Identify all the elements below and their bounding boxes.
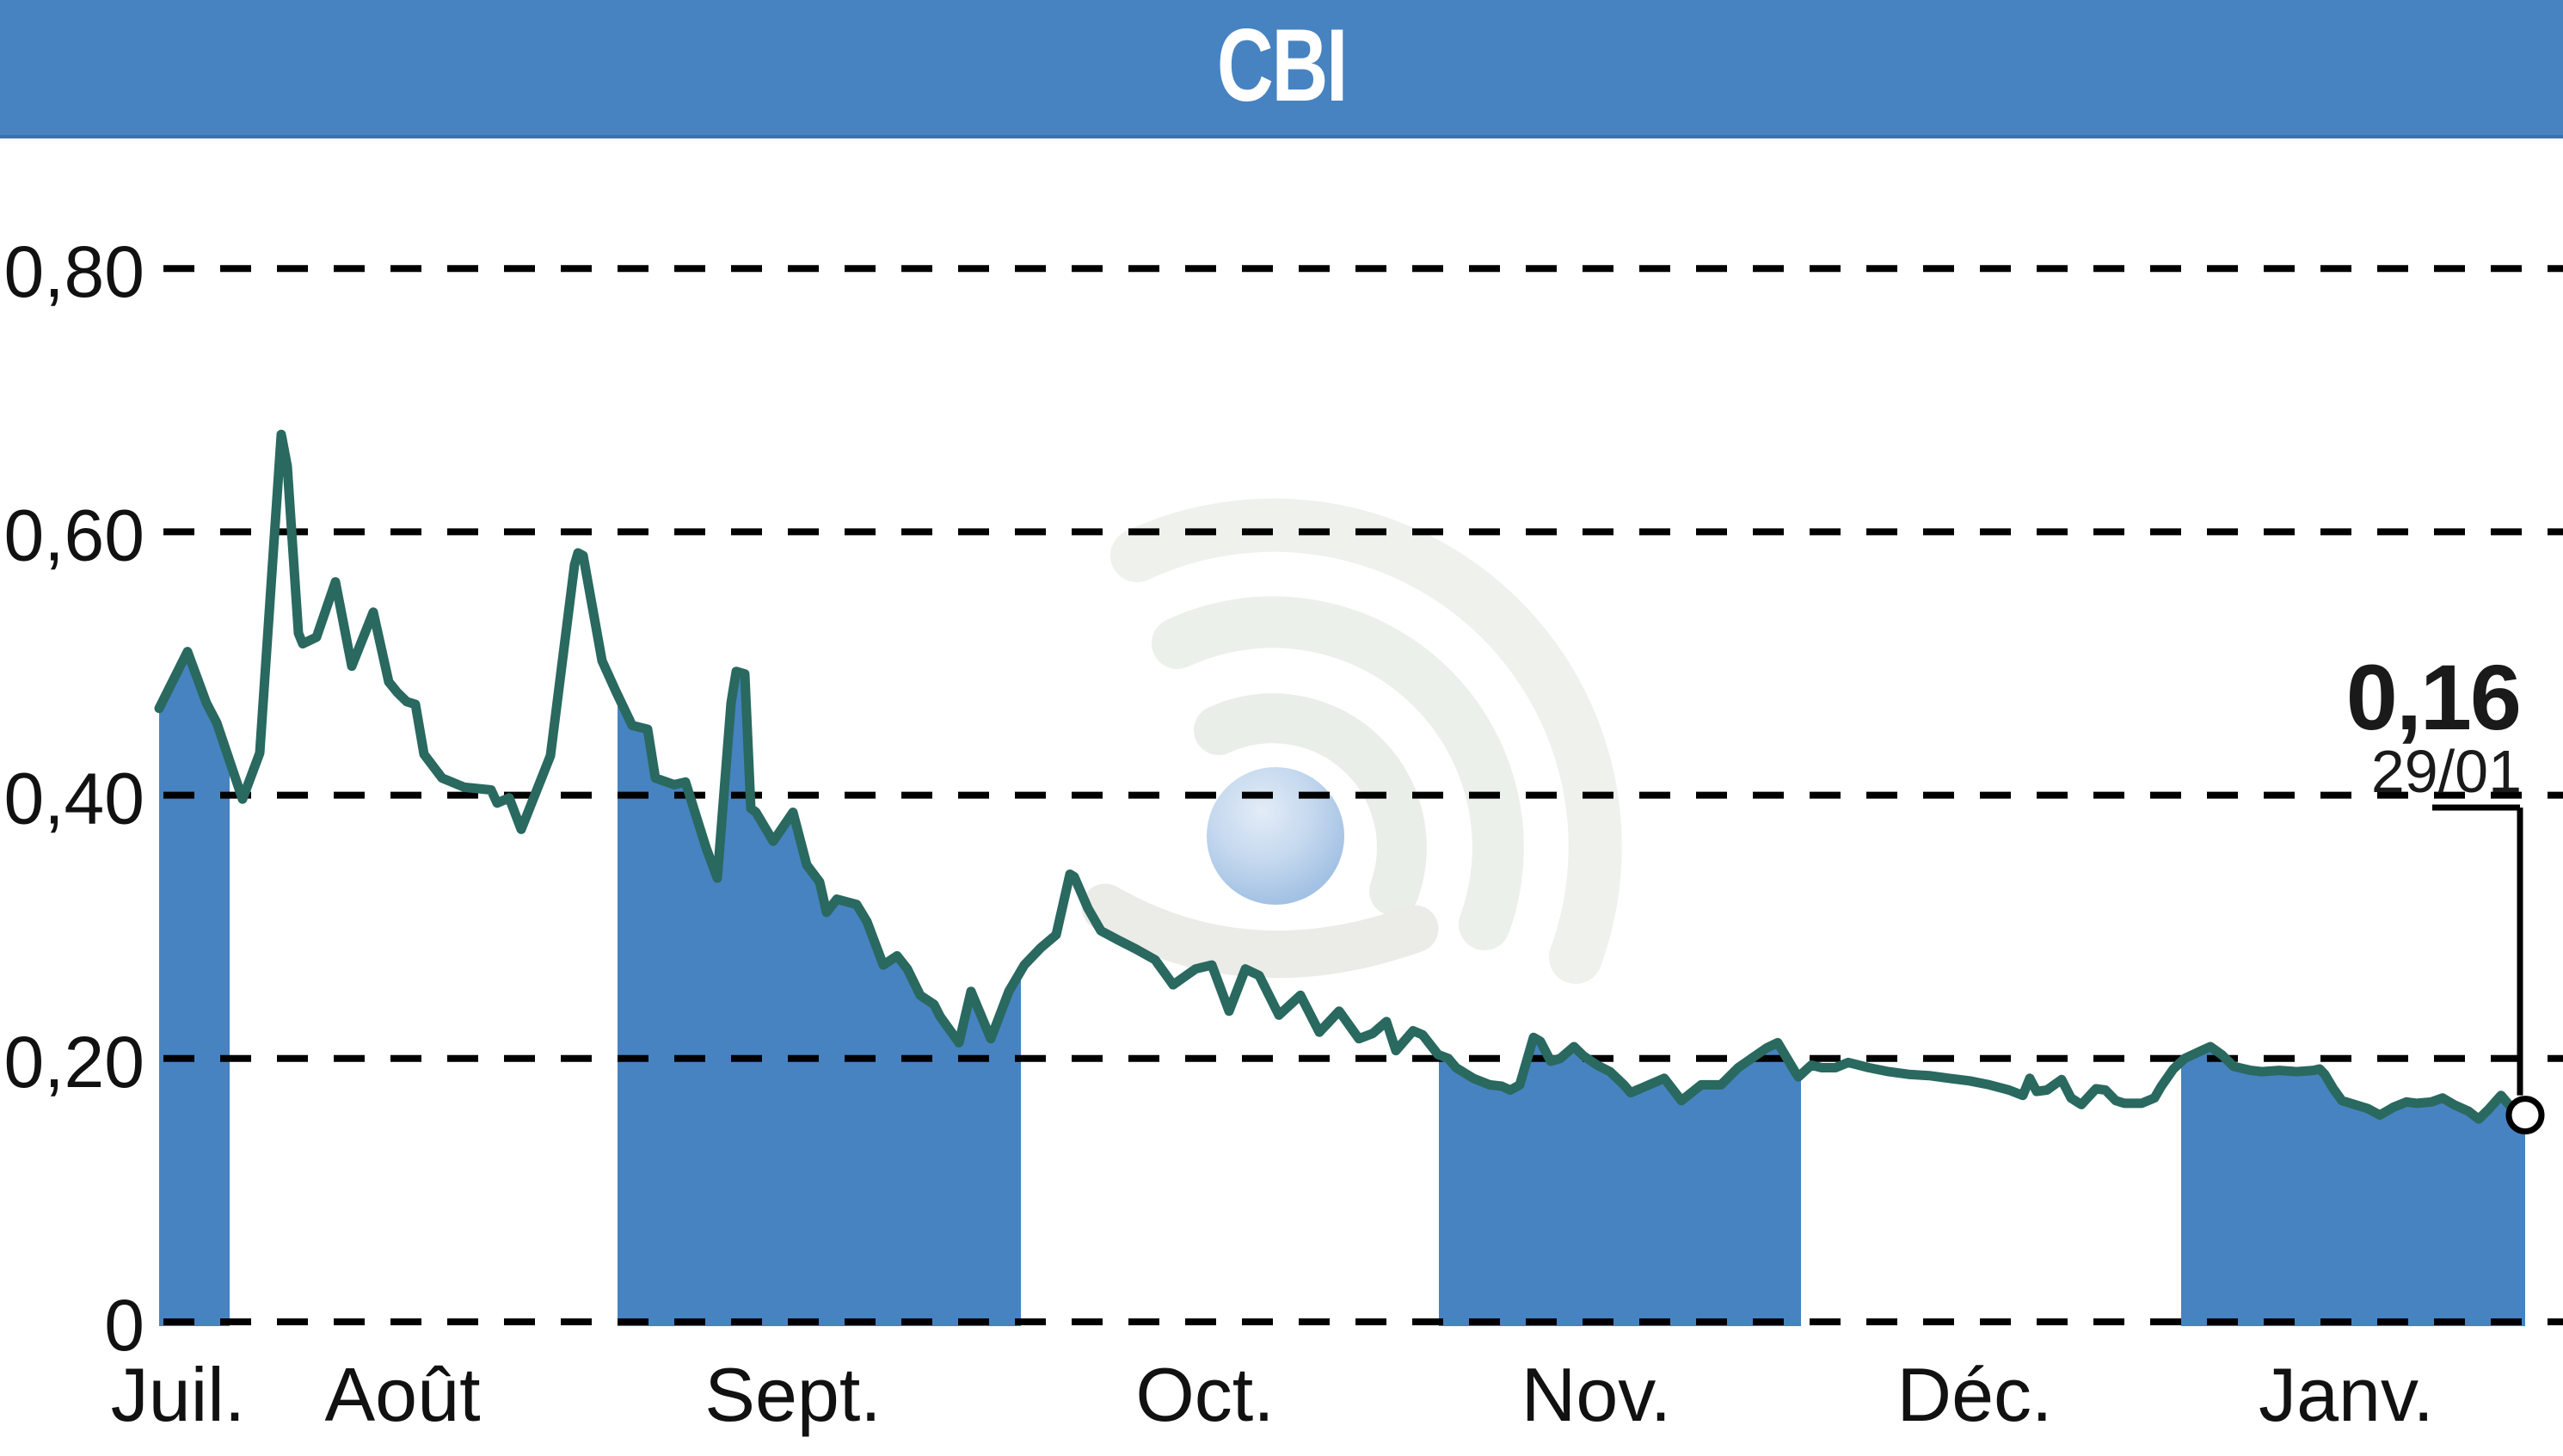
last-date-label: 29/01 xyxy=(2371,738,2522,805)
y-axis-tick-label: 0,20 xyxy=(4,1022,145,1103)
price-line xyxy=(154,429,2530,1124)
page-title: CBI xyxy=(1216,8,1349,123)
month-area-fill xyxy=(618,671,1021,1326)
x-axis-month-label: Août xyxy=(324,1352,480,1437)
y-axis-tick-label: 0,40 xyxy=(4,759,145,839)
x-axis-month-label: Sept. xyxy=(704,1352,881,1437)
last-point-marker xyxy=(2505,1096,2545,1135)
y-axis-tick-label: 0,60 xyxy=(4,495,145,575)
watermark-arc-inner-icon xyxy=(1194,693,1427,916)
month-area-fill xyxy=(1439,1037,1801,1326)
x-axis-month-label: Déc. xyxy=(1897,1352,2053,1437)
area-fills xyxy=(159,651,2525,1326)
title-bar: CBI xyxy=(0,0,2563,138)
watermark-logo xyxy=(1081,498,1622,984)
x-axis-month-label: Juil. xyxy=(111,1352,246,1437)
last-price-label: 0,16 xyxy=(2346,645,2520,749)
price-line-group xyxy=(154,429,2530,1124)
month-area-fill xyxy=(159,651,230,1326)
month-area-fill xyxy=(2181,1047,2525,1326)
watermark-swoosh-icon xyxy=(1081,883,1439,979)
y-axis-tick-label: 0 xyxy=(104,1285,144,1366)
x-axis-month-label: Janv. xyxy=(2259,1352,2434,1437)
x-axis-month-label: Nov. xyxy=(1521,1352,1671,1437)
watermark-arc-outer-icon xyxy=(1110,498,1622,984)
watermark-ball-icon xyxy=(1207,767,1344,905)
watermark-arc-middle-icon xyxy=(1152,596,1524,950)
y-axis-tick-label: 0,80 xyxy=(4,231,145,312)
x-axis-month-label: Oct. xyxy=(1135,1352,1274,1437)
callout-group: 0,16 29/01 xyxy=(2346,645,2545,1135)
